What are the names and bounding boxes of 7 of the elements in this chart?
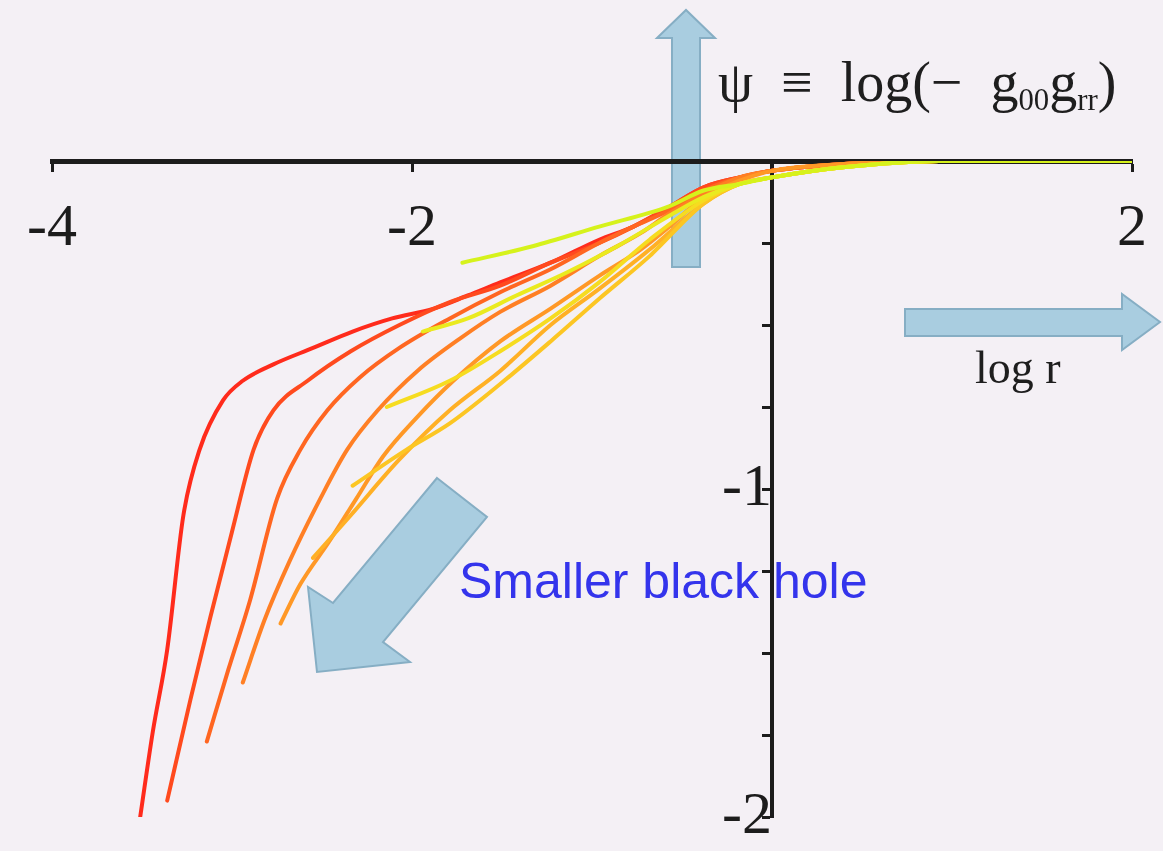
x-tick-label: -4: [27, 191, 77, 258]
x-tick-label: -2: [387, 191, 437, 258]
annotation: Smaller black hole: [459, 553, 868, 609]
y-axis-title: ψ ≡ log(− g$_{00}$g$_{rr}$): [718, 51, 1117, 118]
y-tick-label: -1: [722, 451, 772, 518]
x-axis-title: log r: [975, 342, 1061, 393]
x-tick-label: 2: [1117, 191, 1147, 258]
